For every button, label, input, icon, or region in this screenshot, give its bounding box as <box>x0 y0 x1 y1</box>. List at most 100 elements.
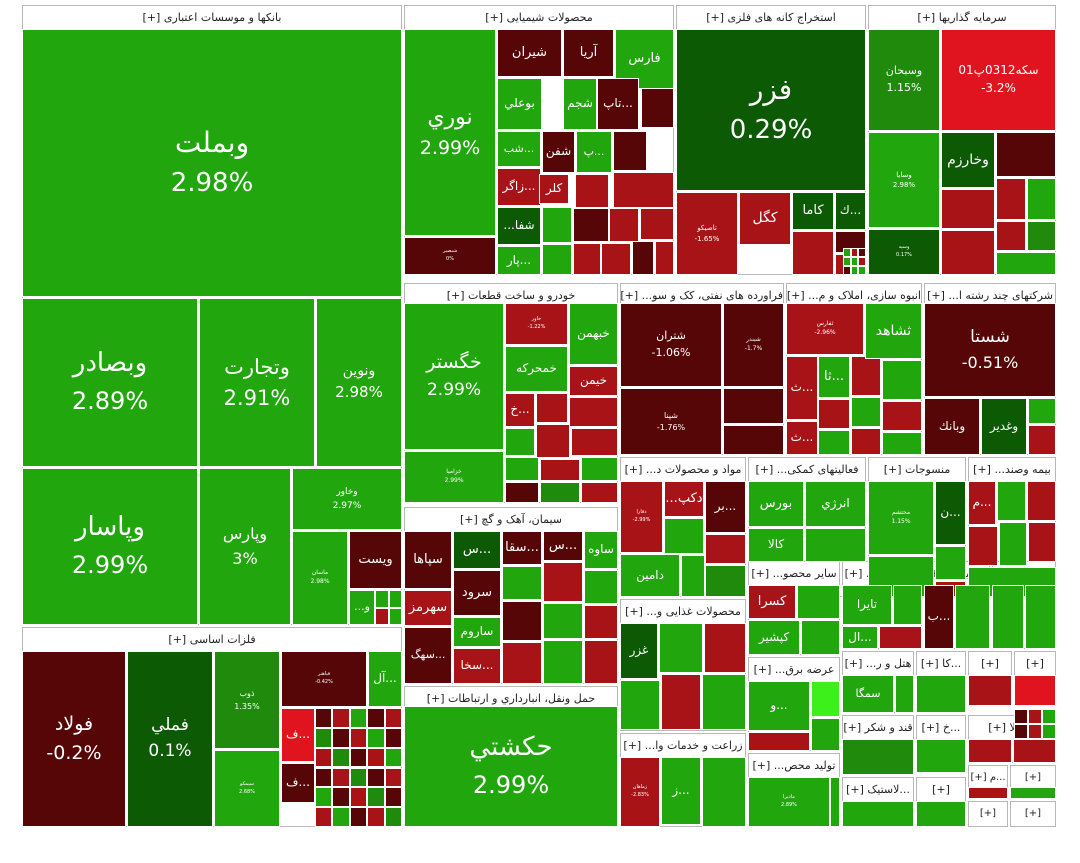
stock-tile[interactable]: ...ال <box>842 626 878 649</box>
stock-cell[interactable] <box>997 481 1026 521</box>
stock-cell[interactable] <box>850 257 859 266</box>
stock-tile[interactable]: وسپه 0.17% <box>868 229 940 275</box>
stock-cell[interactable] <box>543 640 583 684</box>
stock-tile[interactable]: ثشاهد <box>865 303 922 359</box>
stock-cell[interactable] <box>996 252 1056 275</box>
sector-title[interactable]: فعالیتهای کمکی... [+] <box>749 458 865 482</box>
stock-tile[interactable]: كاما <box>792 192 834 230</box>
stock-tile[interactable]: ...ب <box>924 585 954 649</box>
stock-tile[interactable]: وسبحان 1.15% <box>868 29 940 131</box>
stock-cell[interactable] <box>349 787 368 808</box>
stock-cell[interactable] <box>941 189 995 229</box>
sector-title[interactable]: منسوجات [+] <box>869 458 965 482</box>
stock-cell[interactable] <box>805 528 866 562</box>
stock-cell[interactable] <box>992 585 1024 649</box>
stock-cell[interactable] <box>315 767 333 788</box>
sector-title[interactable]: ...خ [+] <box>917 716 965 740</box>
stock-cell[interactable] <box>858 257 866 266</box>
stock-tile[interactable]: ساروم <box>453 617 501 647</box>
stock-tile[interactable]: فولاد -0.2% <box>22 651 126 827</box>
stock-cell[interactable] <box>1027 398 1029 400</box>
stock-cell[interactable] <box>843 248 851 257</box>
stock-cell[interactable] <box>367 767 385 788</box>
stock-cell[interactable] <box>584 640 618 684</box>
stock-tile[interactable]: ...س <box>543 531 583 561</box>
stock-tile[interactable]: ...بر <box>705 481 746 533</box>
stock-cell[interactable] <box>1025 585 1056 649</box>
stock-cell[interactable] <box>851 397 881 427</box>
stock-tile[interactable]: ...پ <box>576 131 612 173</box>
stock-cell[interactable] <box>1010 787 1056 799</box>
stock-cell[interactable] <box>543 603 583 639</box>
stock-cell[interactable] <box>661 674 701 730</box>
stock-tile[interactable]: سهرمز <box>404 590 452 626</box>
stock-cell[interactable] <box>702 757 746 827</box>
sector-title[interactable]: محصولات غذایی و... [+] <box>621 600 745 624</box>
stock-cell[interactable] <box>315 787 333 808</box>
stock-cell[interactable] <box>916 739 966 773</box>
stock-tile[interactable]: نوري 2.99% <box>404 29 496 236</box>
stock-cell[interactable] <box>581 457 618 481</box>
stock-cell[interactable] <box>575 174 609 208</box>
stock-cell[interactable] <box>1027 221 1056 251</box>
stock-tile[interactable]: سپاها <box>404 531 452 589</box>
stock-tile[interactable]: فزر 0.29% <box>676 29 866 191</box>
stock-cell[interactable] <box>843 257 851 266</box>
stock-cell[interactable] <box>1028 398 1056 424</box>
stock-cell[interactable] <box>581 482 618 503</box>
sector-title[interactable]: فلزات اساسی [+] <box>23 628 401 652</box>
stock-cell[interactable] <box>681 555 705 597</box>
stock-cell[interactable] <box>723 425 784 455</box>
stock-cell[interactable] <box>850 266 859 275</box>
stock-cell[interactable] <box>367 727 385 748</box>
stock-cell[interactable] <box>332 747 350 768</box>
stock-cell[interactable] <box>542 244 572 275</box>
stock-tile[interactable]: شجم <box>563 78 597 130</box>
stock-cell[interactable] <box>620 680 660 730</box>
stock-cell[interactable] <box>542 207 572 243</box>
sector-title[interactable]: سرمایه گذاریها [+] <box>869 6 1055 30</box>
stock-cell[interactable] <box>830 777 840 827</box>
stock-tile[interactable]: خاور -1.22% <box>505 303 568 345</box>
stock-cell[interactable] <box>571 428 618 456</box>
stock-tile[interactable]: بوعلي <box>497 78 542 130</box>
stock-tile[interactable]: ...آل <box>368 651 402 707</box>
stock-tile[interactable]: ثفارس -2.96% <box>786 303 864 355</box>
stock-tile[interactable]: ...ك <box>835 192 866 230</box>
stock-tile[interactable]: شفن <box>542 131 575 173</box>
sector-title[interactable]: قند و شکر [+] <box>843 716 913 740</box>
stock-tile[interactable]: ونوین 2.98% <box>316 298 402 467</box>
stock-cell[interactable] <box>540 459 580 481</box>
stock-cell[interactable] <box>384 747 402 768</box>
stock-cell[interactable] <box>367 807 385 827</box>
stock-cell[interactable] <box>388 607 402 625</box>
stock-cell[interactable] <box>968 787 1008 799</box>
stock-tile[interactable]: شفا... <box>497 207 541 245</box>
stock-tile[interactable]: حكشتي 2.99% <box>404 706 618 827</box>
stock-tile[interactable]: ...ف <box>281 708 315 762</box>
stock-cell[interactable] <box>850 248 859 257</box>
stock-tile[interactable]: ...تاپ <box>597 78 639 130</box>
stock-tile[interactable]: ...و <box>748 681 810 731</box>
sector-title[interactable]: [+] <box>1011 766 1055 790</box>
stock-cell[interactable] <box>882 432 922 455</box>
stock-tile[interactable]: وبملت 2.98% <box>22 29 402 297</box>
stock-cell[interactable] <box>384 708 402 728</box>
stock-cell[interactable] <box>851 428 881 455</box>
stock-cell[interactable] <box>996 132 1056 177</box>
stock-cell[interactable] <box>367 747 385 768</box>
stock-cell[interactable] <box>613 172 674 208</box>
stock-tile[interactable]: شبصير 0% <box>404 237 496 275</box>
stock-tile[interactable]: ماسان 2.98% <box>292 531 348 625</box>
stock-cell[interactable] <box>811 681 840 717</box>
stock-cell[interactable] <box>664 518 704 554</box>
stock-tile[interactable]: ...شب <box>497 131 541 167</box>
stock-cell[interactable] <box>315 708 333 728</box>
stock-cell[interactable] <box>349 767 368 788</box>
stock-cell[interactable] <box>801 620 840 655</box>
stock-cell[interactable] <box>843 266 851 275</box>
sector-title[interactable]: عرضه برق... [+] <box>749 658 839 682</box>
stock-tile[interactable]: ماديرا 2.89% <box>748 777 830 827</box>
stock-cell[interactable] <box>536 424 570 458</box>
stock-cell[interactable] <box>315 807 333 827</box>
